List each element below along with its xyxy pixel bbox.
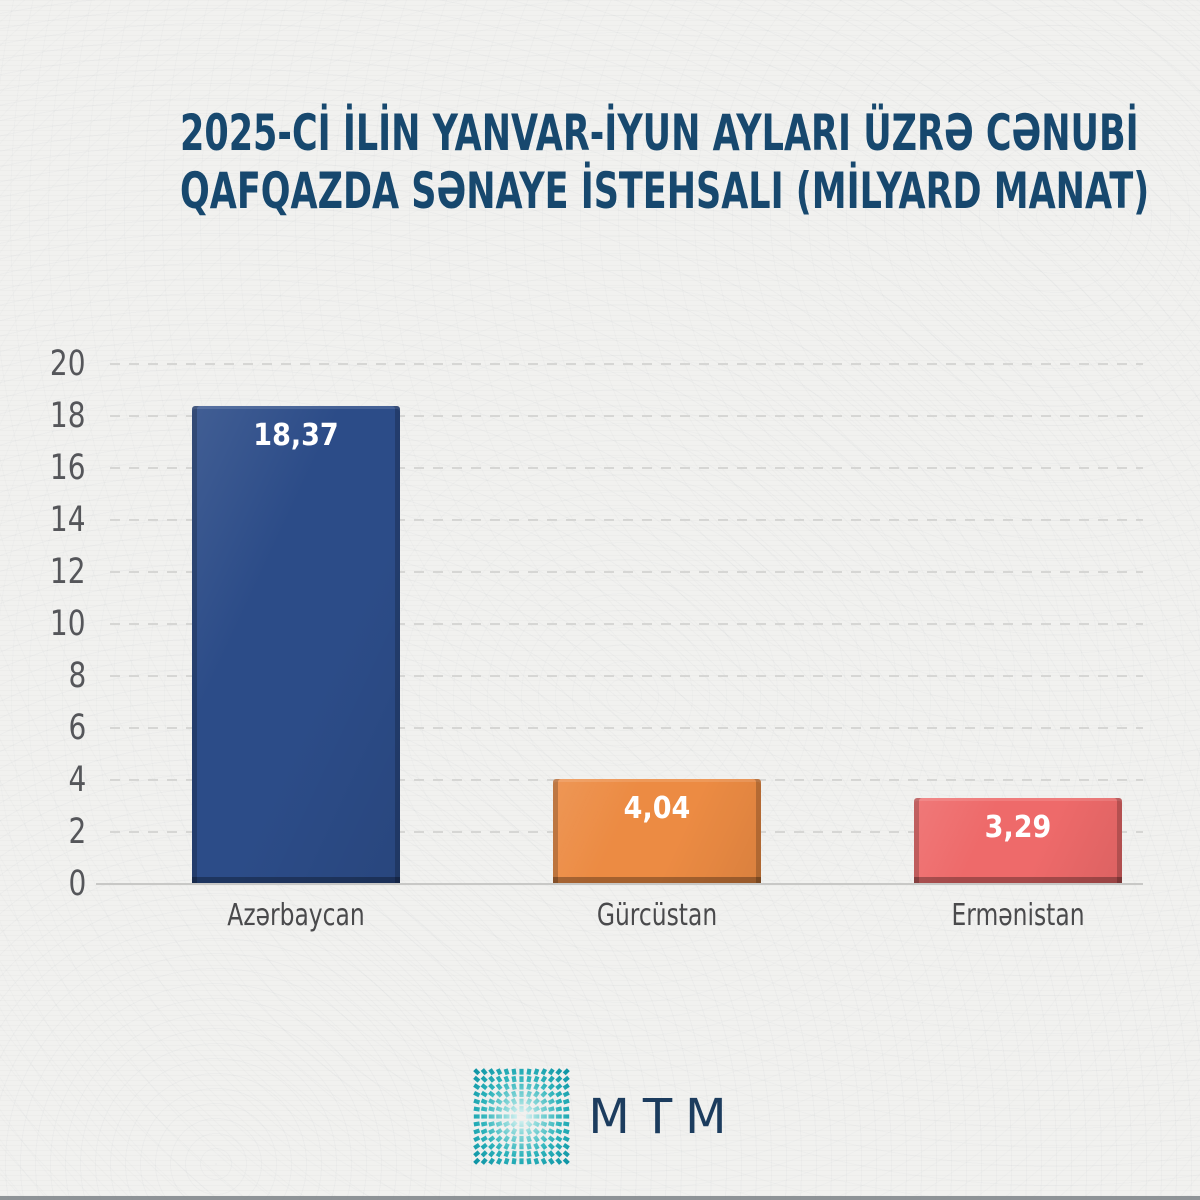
plot-area: 18,37 4,04 3,29 <box>110 363 1143 884</box>
gridline-y8 <box>110 675 1143 677</box>
gridline-y10 <box>110 623 1143 625</box>
y-axis-tick-label: 4 <box>68 760 86 800</box>
y-axis-tick-label: 12 <box>50 552 86 592</box>
footer-logo: MTM <box>0 1068 1200 1165</box>
y-axis: 0 2 4 6 8 10 12 14 16 18 20 <box>0 344 96 904</box>
x-axis-category-label: Azərbaycan <box>227 898 365 933</box>
gridline-y14 <box>110 519 1143 521</box>
gridline-y20 <box>110 363 1143 365</box>
starburst-icon <box>473 1068 571 1165</box>
chart-title-line-1: 2025-Cİ İLİN YANVAR-İYUN AYLARI ÜZRƏ CƏN… <box>180 104 1139 162</box>
bar-value-label: 4,04 <box>623 790 691 826</box>
y-axis-tick-label: 16 <box>50 448 86 488</box>
chart-title: 2025-Cİ İLİN YANVAR-İYUN AYLARI ÜZRƏ CƏN… <box>180 104 1150 220</box>
bar-ermənistan: 3,29 <box>914 798 1122 884</box>
y-axis-tick-label: 6 <box>68 708 86 748</box>
bar-gürcüstan: 4,04 <box>553 778 761 884</box>
y-axis-tick-label: 14 <box>50 500 86 540</box>
bar-value-label: 3,29 <box>984 810 1052 846</box>
x-axis-baseline <box>96 883 1143 885</box>
bar-azərbaycan: 18,37 <box>192 406 400 884</box>
chart-title-line-2: QAFQAZDA SƏNAYE İSTEHSALI (MİLYARD MANAT… <box>180 162 1150 220</box>
bottom-edge-line <box>0 1196 1200 1200</box>
gridline-y6 <box>110 727 1143 729</box>
y-axis-tick-label: 8 <box>68 656 86 696</box>
y-axis-tick-label: 2 <box>68 812 86 852</box>
y-axis-tick-label: 0 <box>68 864 86 904</box>
y-axis-tick-label: 10 <box>50 604 86 644</box>
gridline-y16 <box>110 467 1143 469</box>
x-axis-category-label: Gürcüstan <box>596 898 718 933</box>
y-axis-tick-label: 20 <box>50 344 86 384</box>
x-axis-category-label: Ermənistan <box>951 898 1085 933</box>
gridline-y12 <box>110 571 1143 573</box>
gridline-y18 <box>110 415 1143 417</box>
logo-text: MTM <box>588 1088 740 1145</box>
x-axis-labels: Azərbaycan Gürcüstan Ermənistan <box>110 898 1143 938</box>
bar-value-label: 18,37 <box>253 418 339 454</box>
y-axis-tick-label: 18 <box>50 396 86 436</box>
